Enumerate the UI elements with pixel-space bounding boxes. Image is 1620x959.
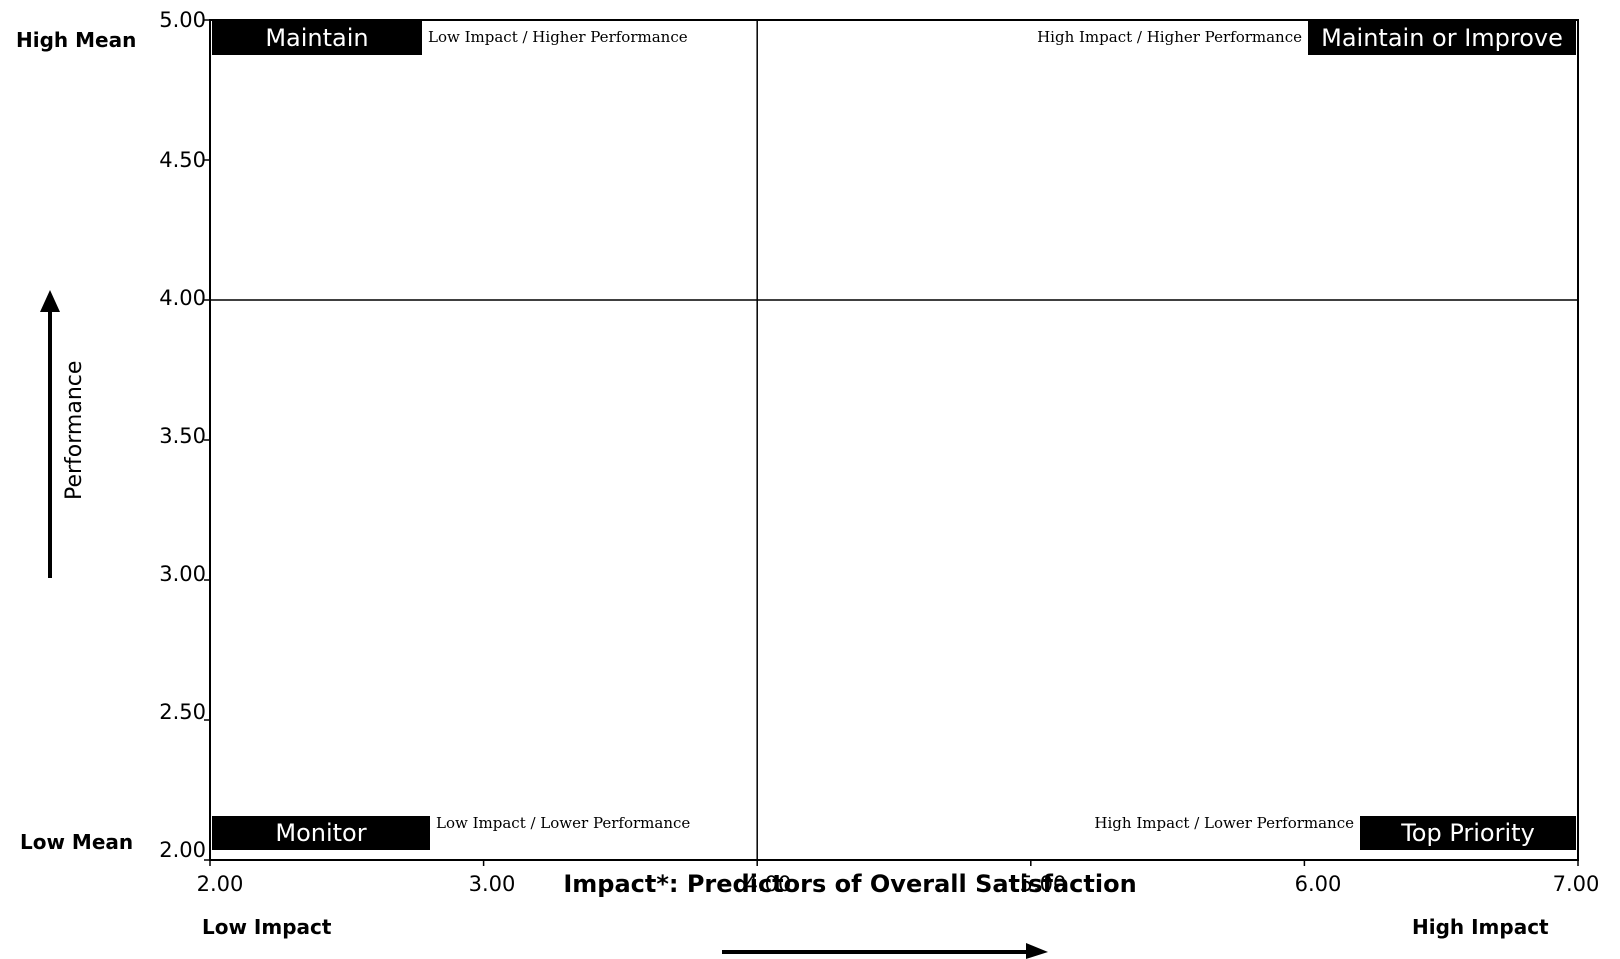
low-impact-label: Low Impact (202, 915, 332, 939)
quadrant-maintain-or-improve-label: Maintain or Improve (1308, 21, 1576, 55)
x-tick-label: 5.00 (1019, 872, 1067, 896)
right-arrow-icon (1026, 943, 1048, 959)
plot-frame (209, 19, 1579, 861)
x-tick-label: 4.00 (744, 872, 792, 896)
y-tick-label: 3.00 (159, 562, 206, 586)
quadrant-top-priority-label: Top Priority (1360, 816, 1576, 850)
y-tick-label: 4.00 (159, 286, 206, 310)
x-tick-label: 3.00 (468, 872, 516, 896)
quadrant-maintain-label: Maintain (212, 21, 422, 55)
x-axis-label: Impact*: Predictors of Overall Satisfact… (563, 870, 1137, 898)
y-tick-label: 2.50 (159, 700, 206, 724)
y-tick-label: 5.00 (159, 8, 206, 32)
quadrant-bottom-right-sub: High Impact / Lower Performance (1094, 814, 1354, 832)
quadrant-monitor-label: Monitor (212, 816, 430, 850)
y-tick-label: 4.50 (159, 148, 206, 172)
high-impact-label: High Impact (1412, 915, 1549, 939)
low-mean-label: Low Mean (20, 830, 134, 854)
x-tick-label: 7.00 (1552, 872, 1600, 896)
quadrant-top-left-sub: Low Impact / Higher Performance (428, 28, 688, 46)
high-mean-label: High Mean (16, 28, 137, 52)
x-tick-label: 2.00 (196, 872, 244, 896)
quadrant-top-right-sub: High Impact / Higher Performance (1037, 28, 1302, 46)
quadrant-bottom-left-sub: Low Impact / Lower Performance (436, 814, 691, 832)
y-tick-label: 2.00 (159, 838, 206, 862)
x-tick-label: 6.00 (1294, 872, 1342, 896)
y-axis-label: Performance (62, 360, 87, 500)
up-arrow-icon (40, 290, 60, 312)
y-tick-label: 3.50 (159, 424, 206, 448)
